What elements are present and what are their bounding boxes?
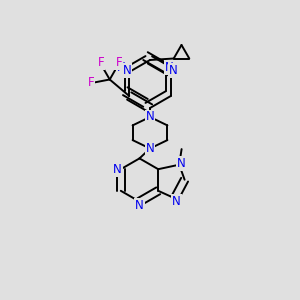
- Text: N: N: [169, 64, 178, 77]
- Text: F: F: [116, 56, 122, 69]
- Text: N: N: [146, 110, 154, 124]
- Text: F: F: [98, 56, 104, 69]
- Text: N: N: [135, 199, 144, 212]
- Text: N: N: [165, 61, 174, 74]
- Text: F: F: [88, 76, 94, 89]
- Text: N: N: [117, 61, 126, 74]
- Text: N: N: [113, 163, 122, 176]
- Text: N: N: [122, 64, 131, 77]
- Text: N: N: [177, 157, 186, 170]
- Text: N: N: [146, 142, 154, 155]
- Text: N: N: [172, 195, 181, 208]
